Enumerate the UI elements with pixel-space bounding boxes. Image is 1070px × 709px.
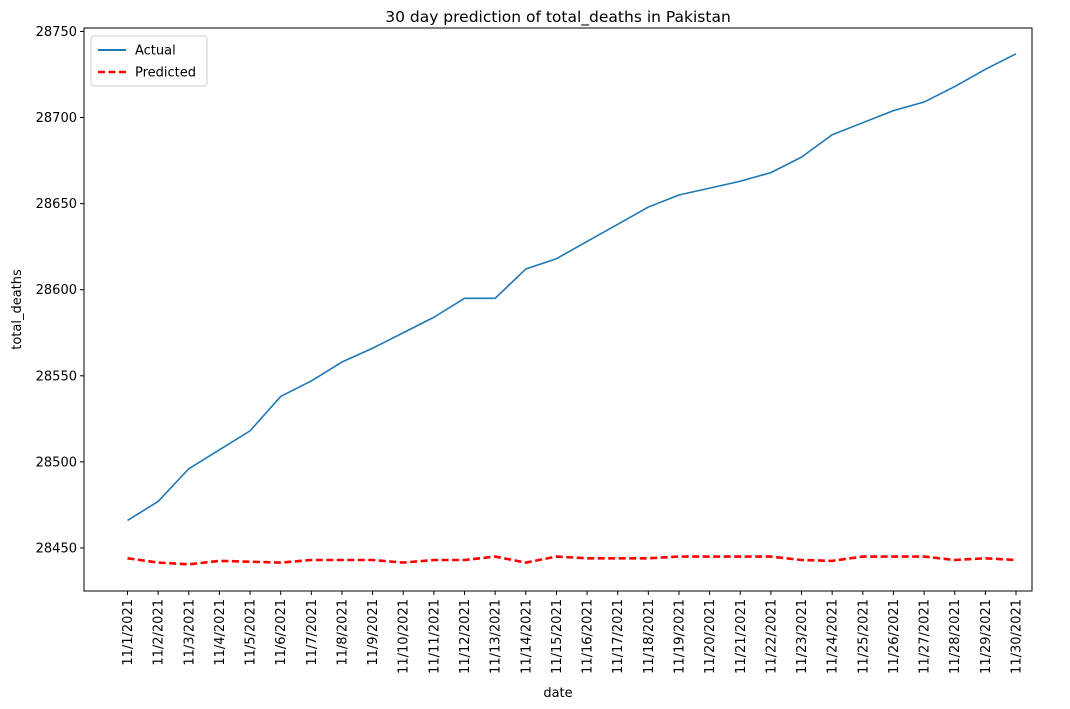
y-tick-label: 28450 (36, 541, 77, 556)
y-axis-title: total_deaths (10, 269, 25, 350)
x-tick-label: 11/24/2021 (826, 599, 841, 674)
x-tick-label: 11/7/2021 (305, 599, 320, 666)
y-axis: 28450 28500 28550 28600 28650 28700 28750 (36, 25, 84, 556)
legend-label-actual: Actual (135, 44, 176, 59)
series-line-actual (127, 53, 1017, 522)
y-tick-label: 28700 (36, 111, 77, 126)
y-tick-label: 28550 (36, 369, 77, 384)
x-tick-label: 11/1/2021 (121, 599, 136, 666)
x-tick-label: 11/19/2021 (672, 599, 687, 674)
plot-frame (83, 27, 1033, 592)
y-tick-label: 28750 (36, 25, 77, 40)
chart-title: 30 day prediction of total_deaths in Pak… (385, 8, 731, 27)
legend-label-predicted: Predicted (135, 66, 196, 81)
series-line-predicted (127, 555, 1017, 566)
x-tick-label: 11/14/2021 (519, 599, 534, 674)
x-tick-label: 11/6/2021 (274, 599, 289, 666)
y-tick-label: 28650 (36, 197, 77, 212)
x-tick-label: 11/13/2021 (489, 599, 504, 674)
x-tick-label: 11/25/2021 (856, 599, 871, 674)
x-tick-label: 11/30/2021 (1010, 599, 1025, 674)
x-tick-label: 11/23/2021 (795, 599, 810, 674)
x-tick-label: 11/4/2021 (213, 599, 228, 666)
x-tick-label: 11/27/2021 (918, 599, 933, 674)
x-tick-label: 11/26/2021 (887, 599, 902, 674)
x-tick-label: 11/9/2021 (366, 599, 381, 666)
x-tick-label: 11/15/2021 (550, 599, 565, 674)
x-tick-label: 11/11/2021 (427, 599, 442, 674)
x-tick-label: 11/2/2021 (152, 599, 167, 666)
x-tick-label: 11/20/2021 (703, 599, 718, 674)
x-tick-label: 11/28/2021 (948, 599, 963, 674)
x-tick-label: 11/12/2021 (458, 599, 473, 674)
x-tick-label: 11/21/2021 (734, 599, 749, 674)
x-tick-label: 11/3/2021 (182, 599, 197, 666)
x-tick-label: 11/18/2021 (642, 599, 657, 674)
legend: Actual Predicted (90, 35, 208, 87)
plot-series (127, 53, 1017, 566)
x-tick-label: 11/10/2021 (397, 599, 412, 674)
y-tick-label: 28600 (36, 283, 77, 298)
x-axis-title: date (543, 686, 572, 701)
legend-box (90, 35, 208, 87)
x-tick-label: 11/16/2021 (581, 599, 596, 674)
x-tick-label: 11/29/2021 (979, 599, 994, 674)
x-tick-label: 11/8/2021 (335, 599, 350, 666)
x-tick-label: 11/17/2021 (611, 599, 626, 674)
x-tick-label: 11/5/2021 (244, 599, 259, 666)
x-tick-label: 11/22/2021 (764, 599, 779, 674)
x-axis: 11/1/2021 11/2/2021 11/3/2021 11/4/2021 11/5… (121, 591, 1025, 674)
y-tick-label: 28500 (36, 455, 77, 470)
